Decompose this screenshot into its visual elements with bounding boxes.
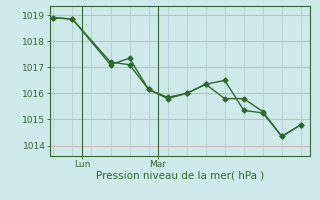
X-axis label: Pression niveau de la mer( hPa ): Pression niveau de la mer( hPa ) — [96, 171, 264, 181]
